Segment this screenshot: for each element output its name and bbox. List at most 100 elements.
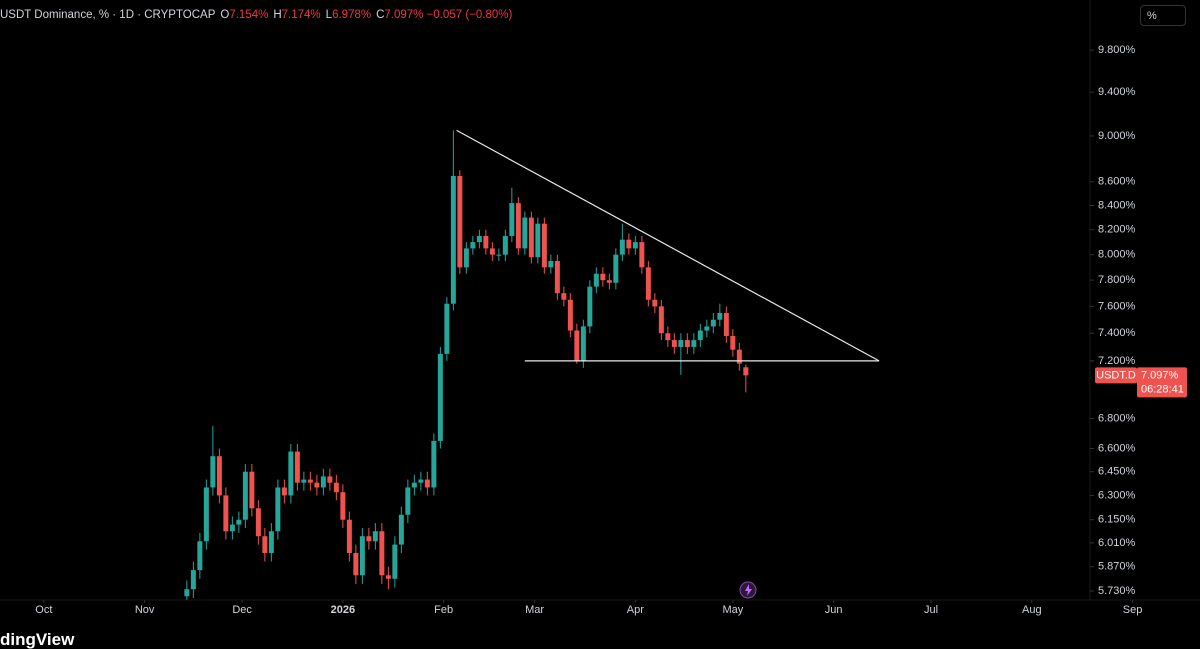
- candle-body: [444, 303, 450, 354]
- symbol: USDT Dominance, % · 1D · CRYPTOCAP: [0, 9, 216, 21]
- ohlc-key: C: [376, 9, 385, 21]
- candle-body: [684, 340, 690, 347]
- ohlc-key: O: [220, 9, 230, 21]
- candle-body: [717, 313, 723, 320]
- candle-body: [294, 451, 300, 483]
- candle-body: [496, 254, 502, 256]
- candle-body: [437, 353, 443, 441]
- candle-body: [593, 273, 599, 287]
- chart: 5.730% 5.870% 6.010% 6.150% 6.300% 6.450% 6.60…: [0, 0, 1200, 616]
- candle-body: [411, 482, 417, 488]
- trendline: [456, 129, 880, 362]
- candle-body: [281, 487, 287, 496]
- y-tick-label: 5.730%: [1098, 585, 1136, 597]
- candle-body: [203, 487, 209, 542]
- candle-body: [288, 451, 294, 496]
- candle-body: [645, 267, 651, 300]
- candle-body: [385, 575, 391, 579]
- x-tick-label: Nov: [135, 604, 155, 616]
- candle-body: [678, 340, 684, 347]
- candle-body: [379, 531, 385, 576]
- candle-body: [639, 242, 645, 268]
- ohlc-key: H: [273, 9, 282, 21]
- candle-body: [216, 456, 222, 496]
- y-tick-label: 8.200%: [1098, 224, 1136, 236]
- y-tick-label: 9.000%: [1098, 130, 1136, 142]
- candle-body: [619, 239, 625, 255]
- candle-body: [515, 203, 521, 249]
- candles: [184, 130, 749, 600]
- y-tick-label: 8.000%: [1098, 249, 1136, 261]
- y-tick-label: 6.450%: [1098, 466, 1136, 478]
- candle-body: [223, 495, 229, 532]
- candle-body: [483, 235, 489, 249]
- y-tick-label: 7.200%: [1098, 355, 1136, 367]
- candle-body: [405, 487, 411, 515]
- y-tick-label: 6.300%: [1098, 489, 1136, 501]
- candle-body: [626, 239, 632, 249]
- candle-body: [366, 536, 372, 542]
- candle-body: [210, 456, 216, 488]
- y-tick-label: 7.400%: [1098, 327, 1136, 339]
- price-tag-price: 7.097%: [1141, 369, 1179, 381]
- x-tick-label: Apr: [627, 604, 644, 616]
- x-tick-label: May: [722, 604, 743, 616]
- y-tick-label: 5.870%: [1098, 561, 1136, 573]
- candle-body: [658, 306, 664, 334]
- candle-body: [665, 333, 671, 341]
- price-tag-symbol-bg: [1095, 367, 1137, 384]
- x-tick-label: Jul: [924, 604, 938, 616]
- y-tick-label: 7.600%: [1098, 300, 1136, 312]
- x-tick-label: Jun: [825, 604, 843, 616]
- candle-body: [268, 531, 274, 554]
- candle-body: [574, 330, 580, 361]
- x-tick-label: Feb: [434, 604, 453, 616]
- candle-body: [340, 492, 346, 520]
- candle-body: [424, 479, 430, 488]
- event-icon-bolt: [745, 584, 752, 596]
- candle-body: [535, 223, 541, 258]
- candle-body: [704, 326, 710, 331]
- x-tick-label: Oct: [35, 604, 52, 616]
- candle-body: [561, 293, 567, 300]
- ohlc-value: 6.978%: [332, 9, 372, 21]
- candle-body: [600, 273, 606, 281]
- candle-body: [450, 175, 456, 304]
- price-tag-countdown: 06:28:41: [1141, 383, 1184, 395]
- candle-body: [249, 471, 255, 509]
- candle-body: [528, 217, 534, 258]
- x-tick-label: 2026: [331, 604, 355, 616]
- y-tick-label: 6.600%: [1098, 442, 1136, 454]
- x-tick-label: Dec: [232, 604, 252, 616]
- candle-body: [736, 349, 742, 364]
- candle-body: [197, 541, 203, 571]
- candle-body: [398, 514, 404, 545]
- candle-body: [691, 340, 697, 347]
- watermark: dingView: [0, 630, 75, 649]
- candle-body: [392, 544, 398, 579]
- candle-body: [580, 326, 586, 361]
- y-tick-label: 8.400%: [1098, 199, 1136, 211]
- candle-body: [327, 476, 333, 483]
- ohlc-value: 7.174%: [281, 9, 321, 21]
- y-tick-label: 6.800%: [1098, 412, 1136, 424]
- y-tick-label: 9.800%: [1098, 44, 1136, 56]
- candle-body: [184, 589, 190, 597]
- candle-body: [470, 242, 476, 249]
- candle-body: [275, 487, 281, 532]
- candle-body: [567, 299, 573, 331]
- candle-body: [606, 280, 612, 283]
- ohlc-key: L: [325, 9, 333, 21]
- scale-button[interactable]: %: [1140, 5, 1186, 26]
- candle-body: [229, 524, 235, 532]
- candle-body: [307, 479, 313, 483]
- price-tag-bg: [1137, 367, 1187, 398]
- candle-body: [489, 248, 495, 255]
- candle-body: [723, 313, 729, 336]
- candle-body: [652, 299, 658, 307]
- y-tick-label: 6.150%: [1098, 514, 1136, 526]
- y-tick-label: 7.800%: [1098, 274, 1136, 286]
- candle-body: [346, 519, 352, 554]
- candle-body: [541, 223, 547, 268]
- x-tick-label: Sep: [1123, 604, 1143, 616]
